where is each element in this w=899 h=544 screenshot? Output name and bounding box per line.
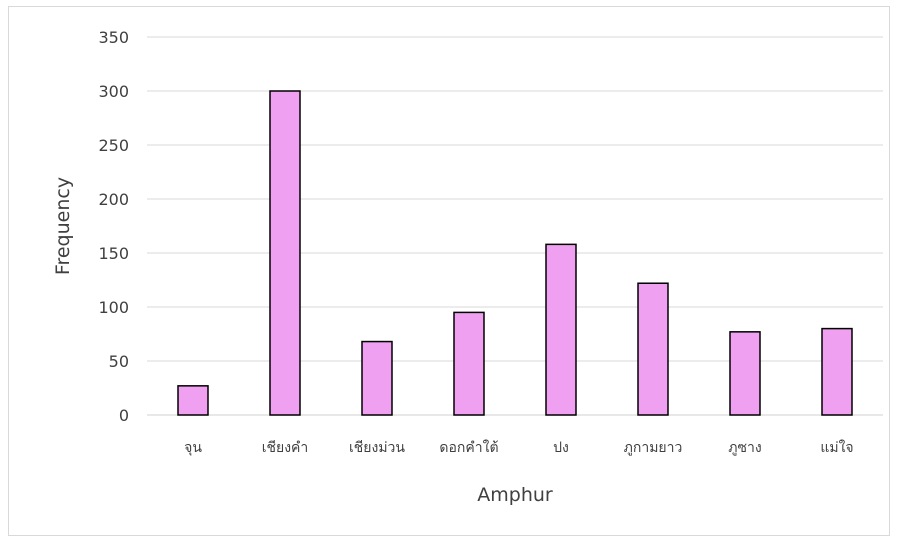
chart-frame bbox=[8, 6, 890, 536]
y-tick-label: 150 bbox=[98, 244, 129, 263]
bar bbox=[545, 243, 577, 416]
x-category-label: ภูกามยาว bbox=[624, 440, 683, 456]
y-tick-label: 300 bbox=[98, 82, 129, 101]
bar bbox=[729, 331, 761, 416]
bar bbox=[269, 90, 301, 416]
y-tick-labels: 0 50 100 150 200 250 300 350 bbox=[98, 28, 129, 425]
y-tick-label: 200 bbox=[98, 190, 129, 209]
bar bbox=[821, 327, 853, 416]
y-tick-label: 350 bbox=[98, 28, 129, 47]
x-category-label: ปง bbox=[553, 440, 569, 456]
gridlines bbox=[147, 36, 883, 416]
y-tick-label: 50 bbox=[109, 352, 129, 371]
bar bbox=[177, 385, 209, 416]
x-category-label: ดอกคำใต้ bbox=[439, 439, 498, 456]
bar bbox=[361, 340, 393, 416]
x-category-labels: จุน เชียงคำ เชียงม่วน ดอกคำใต้ ปง ภูกามยาว ภูซ… bbox=[184, 439, 854, 456]
x-category-label: ภูซาง bbox=[728, 440, 761, 456]
x-category-label: เชียงคำ bbox=[262, 440, 309, 456]
bar bbox=[637, 282, 669, 416]
x-category-label: แม่ใจ bbox=[820, 439, 853, 456]
y-axis-title: Frequency bbox=[52, 177, 74, 275]
y-tick-label: 0 bbox=[119, 406, 129, 425]
x-category-label: จุน bbox=[184, 440, 202, 456]
y-tick-label: 100 bbox=[98, 298, 129, 317]
bar bbox=[453, 311, 485, 416]
y-tick-label: 250 bbox=[98, 136, 129, 155]
bars bbox=[177, 90, 853, 416]
x-axis-title: Amphur bbox=[477, 484, 553, 506]
x-category-label: เชียงม่วน bbox=[349, 440, 405, 456]
